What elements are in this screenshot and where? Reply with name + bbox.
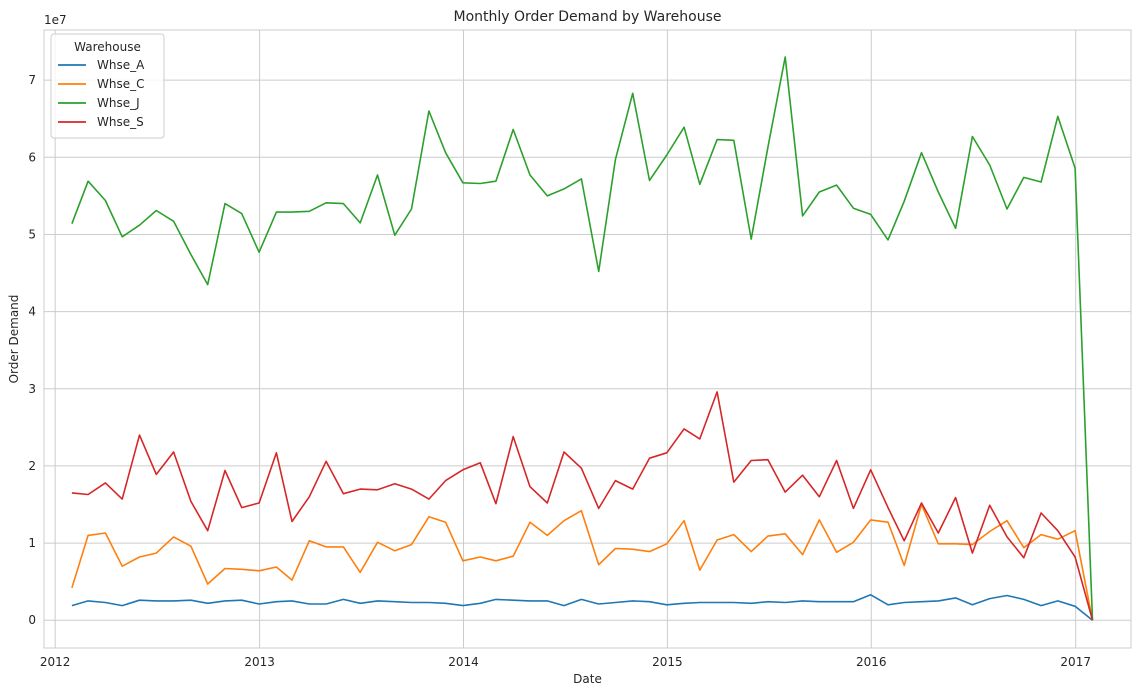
x-tick-label: 2016: [856, 655, 887, 669]
legend-item-whse-c: Whse_C: [58, 77, 144, 91]
x-tick-label: 2013: [244, 655, 275, 669]
y-tick-label: 7: [28, 73, 36, 87]
series-line-whse-j: [71, 56, 1094, 621]
legend-label: Whse_A: [97, 58, 145, 72]
grid: [44, 30, 1131, 648]
legend-label: Whse_J: [97, 96, 140, 110]
y-tick-label: 6: [28, 150, 36, 164]
legend-box: [50, 33, 165, 139]
y-tick-label: 5: [28, 227, 36, 241]
y-tick-label: 4: [28, 305, 36, 319]
series-line-whse-a: [71, 593, 1093, 621]
y-axis-title: Order Demand: [7, 295, 21, 384]
x-tick-label: 2014: [448, 655, 479, 669]
legend-item-whse-s: Whse_S: [58, 115, 144, 129]
x-tick-label: 2017: [1060, 655, 1091, 669]
legend-label: Whse_S: [97, 115, 144, 129]
x-tick-label: 2012: [40, 655, 71, 669]
series-line-whse-s: [71, 391, 1094, 621]
series-lines: [71, 56, 1094, 621]
legend-title: Warehouse: [74, 40, 141, 54]
y-tick-label: 2: [28, 459, 36, 473]
x-axis-title: Date: [573, 672, 602, 686]
chart-title: Monthly Order Demand by Warehouse: [454, 9, 722, 25]
legend: Warehouse Whse_A Whse_C Whse_J Whse_S: [50, 33, 165, 139]
y-offset-label: 1e7: [44, 13, 67, 27]
y-tick-label: 3: [28, 382, 36, 396]
plot-area: [43, 29, 1132, 649]
x-tick-label: 2015: [652, 655, 683, 669]
y-tick-label: 0: [28, 613, 36, 627]
legend-label: Whse_C: [97, 77, 144, 91]
tick-labels: 2012 2013 2014 2015 2016 2017 0 1 2 3 4 5 6 7: [28, 73, 1091, 669]
y-tick-label: 1: [28, 536, 36, 550]
legend-item-whse-j: Whse_J: [58, 96, 140, 110]
legend-items: Whse_A Whse_C Whse_J Whse_S: [58, 58, 145, 129]
legend-item-whse-a: Whse_A: [58, 58, 145, 72]
